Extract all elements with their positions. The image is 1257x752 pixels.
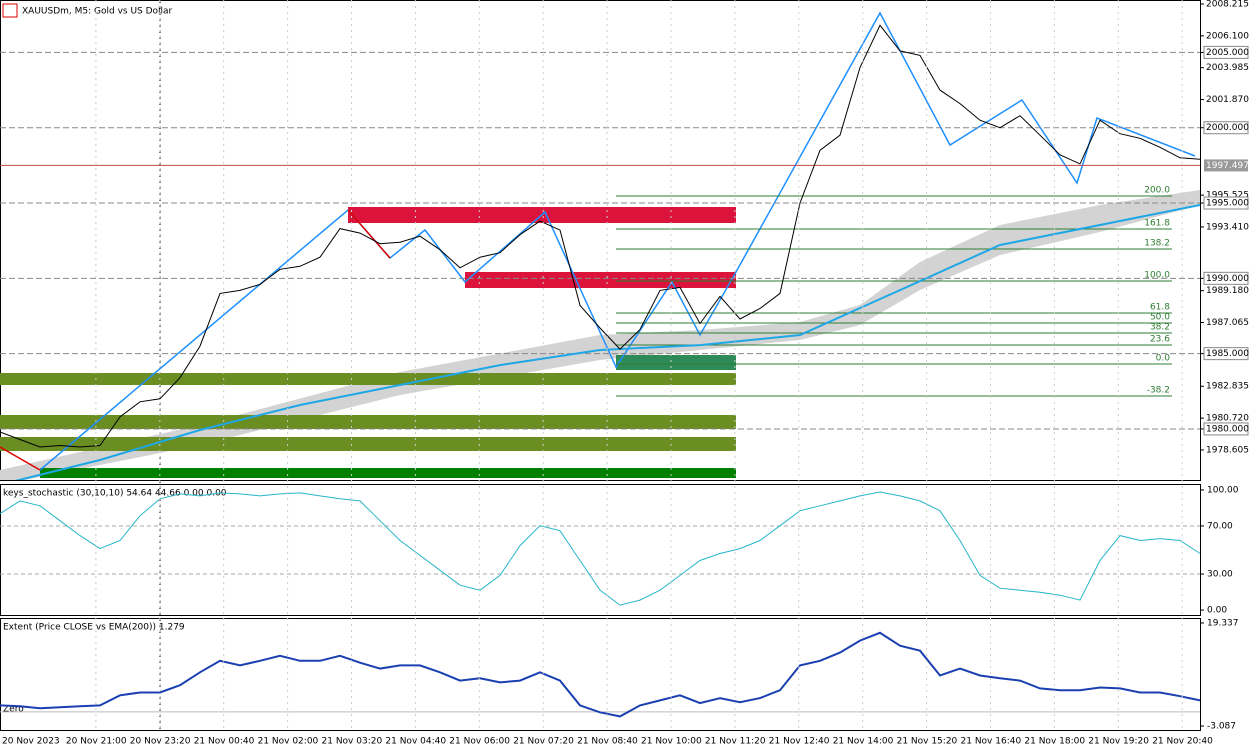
time-label: 21 Nov 08:40 xyxy=(577,737,638,747)
extent-title: Extent (Price CLOSE vs EMA(200)) 1.279 xyxy=(3,623,185,633)
time-label: 21 Nov 02:00 xyxy=(258,737,319,747)
price-line xyxy=(0,24,1200,448)
ema-band xyxy=(0,190,1200,480)
fib-label: 138.2 xyxy=(1144,239,1170,249)
time-label: 21 Nov 10:00 xyxy=(641,737,702,747)
level-box xyxy=(1203,271,1249,285)
price-label: 1989.180 xyxy=(1206,286,1249,296)
level-box xyxy=(1203,347,1249,361)
stoch-label: 70.00 xyxy=(1207,521,1233,531)
time-label: 20 Nov 21:00 xyxy=(66,737,127,747)
fib-label: 161.8 xyxy=(1144,219,1170,229)
extent-label: 19.337 xyxy=(1207,618,1239,628)
extent-frame xyxy=(0,618,1201,731)
extent-label: -3.087 xyxy=(1207,722,1236,732)
time-label: 20 Nov 2023 xyxy=(2,737,60,747)
time-label: 21 Nov 20:40 xyxy=(1152,737,1213,747)
extent-line xyxy=(0,631,1201,718)
chart-title: XAUUSDm, M5: Gold vs US Dollar xyxy=(22,7,173,17)
time-label: 20 Nov 23:20 xyxy=(130,737,191,747)
time-label: 21 Nov 03:20 xyxy=(322,737,383,747)
time-label: 21 Nov 15:20 xyxy=(897,737,958,747)
price-label: 2001.870 xyxy=(1206,95,1249,105)
level-box xyxy=(1203,121,1249,135)
level-box xyxy=(1203,196,1249,210)
price-label: 2003.985 xyxy=(1206,63,1249,73)
time-label: 21 Nov 18:00 xyxy=(1024,737,1085,747)
price-label: 2005.000 xyxy=(1206,48,1249,58)
ema-line xyxy=(14,204,1200,480)
zigzag xyxy=(39,11,1196,471)
time-label: 21 Nov 12:40 xyxy=(769,737,830,747)
time-label: 21 Nov 19:20 xyxy=(1088,737,1149,747)
time-label: 21 Nov 07:20 xyxy=(513,737,574,747)
fib-label: 100.0 xyxy=(1144,271,1170,281)
fib-label: -38.2 xyxy=(1147,386,1170,396)
price-label: 1978.605 xyxy=(1206,445,1249,455)
price-label: 1990.000 xyxy=(1206,274,1249,284)
level-box xyxy=(1203,45,1249,59)
fib-label: 61.8 xyxy=(1150,303,1170,313)
stoch-label: 0.00 xyxy=(1207,606,1227,616)
fib-label: 200.0 xyxy=(1144,186,1170,196)
demand-zone xyxy=(0,415,736,429)
fib-label: 23.6 xyxy=(1150,335,1170,345)
fib-label: 0.0 xyxy=(1156,354,1171,364)
fib-label: 38.2 xyxy=(1150,323,1170,333)
price-label: 1995.525 xyxy=(1206,191,1249,201)
demand-zone xyxy=(0,437,736,451)
time-label: 21 Nov 16:40 xyxy=(961,737,1022,747)
price-label: 1993.410 xyxy=(1206,222,1249,232)
time-label: 21 Nov 04:40 xyxy=(385,737,446,747)
time-label: 21 Nov 00:40 xyxy=(194,737,255,747)
stoch-label: 100.00 xyxy=(1207,485,1239,495)
price-label: 1985.000 xyxy=(1206,349,1249,359)
time-label: 21 Nov 14:00 xyxy=(833,737,894,747)
price-label: 2008.215 xyxy=(1206,0,1249,9)
price-label: 1980.000 xyxy=(1206,424,1249,434)
stoch-label: 30.00 xyxy=(1207,570,1233,580)
current-price-box xyxy=(1204,159,1248,172)
price-label: 1995.000 xyxy=(1206,199,1249,209)
demand-zone xyxy=(0,373,736,385)
demand-zone xyxy=(616,355,736,370)
level-box xyxy=(1203,422,1249,436)
zigzag-down xyxy=(347,209,391,259)
zigzag-down xyxy=(0,446,41,471)
demand-zone xyxy=(40,468,736,478)
time-label: 21 Nov 11:20 xyxy=(705,737,766,747)
stoch-line xyxy=(0,491,1201,606)
current-price-label: 1997.497 xyxy=(1206,161,1249,171)
zero-label: Zero xyxy=(3,705,24,715)
zones xyxy=(0,11,1200,480)
price-label: 2006.100 xyxy=(1206,31,1249,41)
supply-zone xyxy=(465,272,736,288)
price-label: 1980.720 xyxy=(1206,414,1249,424)
price-label: 1987.065 xyxy=(1206,318,1249,328)
price-label: 2000.000 xyxy=(1206,123,1249,133)
fibonacci: 200.0 161.8 138.2 100.0 61.850.038.2 23.6 0.0 -… xyxy=(616,186,1172,397)
price-label: 1982.835 xyxy=(1206,382,1249,392)
fib-label: 50.0 xyxy=(1150,313,1170,323)
symbol-icon xyxy=(2,3,18,18)
stoch-frame xyxy=(0,484,1201,616)
time-label: 21 Nov 06:00 xyxy=(449,737,510,747)
main-frame xyxy=(0,0,1201,481)
stoch-title: keys_stochastic (30,10,10) 54.64 44.66 0… xyxy=(3,489,227,499)
